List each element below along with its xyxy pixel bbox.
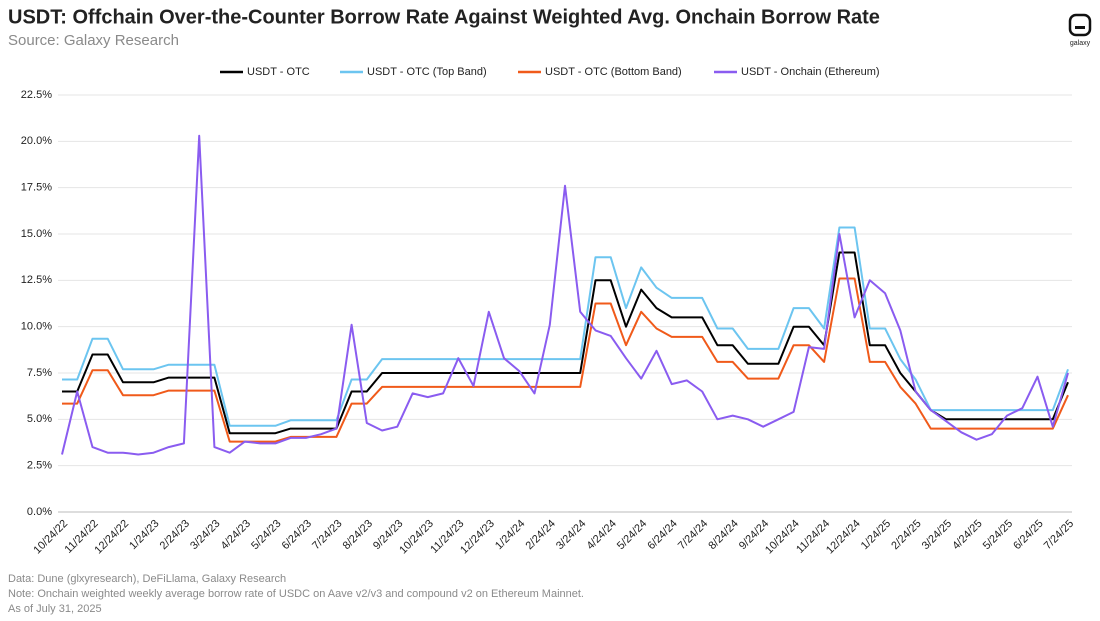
- x-tick-label: 4/24/24: [584, 518, 618, 552]
- x-tick-label: 1/24/23: [127, 518, 161, 552]
- chart-title: USDT: Offchain Over-the-Counter Borrow R…: [8, 6, 880, 28]
- x-tick-label: 7/24/23: [310, 518, 344, 552]
- x-tick-label: 5/24/24: [615, 518, 649, 552]
- x-tick-label: 12/24/24: [824, 518, 863, 557]
- x-tick-label: 7/24/25: [1042, 518, 1076, 552]
- x-tick-label: 5/24/25: [981, 518, 1015, 552]
- note: As of July 31, 2025: [8, 603, 102, 615]
- legend-label: USDT - Onchain (Ethereum): [741, 66, 880, 78]
- series-line: [61, 134, 1069, 456]
- x-tick-label: 2/24/25: [889, 518, 923, 552]
- series-line: [62, 277, 1069, 443]
- legend-label: USDT - OTC (Top Band): [367, 66, 487, 78]
- logo-icon: [1068, 13, 1092, 37]
- x-tick-label: 5/24/23: [249, 518, 283, 552]
- x-tick-label: 8/24/23: [341, 518, 375, 552]
- x-tick-label: 6/24/25: [1011, 518, 1045, 552]
- y-tick-label: 10.0%: [21, 321, 52, 333]
- chart-subtitle: Source: Galaxy Research: [8, 32, 179, 49]
- x-tick-label: 6/24/24: [645, 518, 679, 552]
- y-tick-label: 0.0%: [27, 506, 52, 518]
- x-tick-label: 12/24/23: [458, 518, 497, 557]
- x-tick-label: 2/24/24: [523, 518, 557, 552]
- series-line: [62, 226, 1069, 427]
- x-tick-label: 12/24/22: [92, 518, 131, 557]
- y-tick-label: 15.0%: [21, 228, 52, 240]
- y-tick-label: 17.5%: [21, 182, 52, 194]
- x-tick-label: 3/24/25: [920, 518, 954, 552]
- note: Note: Onchain weighted weekly average bo…: [8, 588, 584, 600]
- y-tick-label: 22.5%: [21, 89, 52, 101]
- logo-text: galaxy: [1070, 40, 1091, 47]
- x-tick-label: 3/24/23: [188, 518, 222, 552]
- y-tick-label: 20.0%: [21, 135, 52, 147]
- x-tick-label: 4/24/23: [219, 518, 253, 552]
- legend-label: USDT - OTC (Bottom Band): [545, 66, 682, 78]
- x-tick-label: 1/24/25: [859, 518, 893, 552]
- x-tick-label: 3/24/24: [554, 518, 588, 552]
- x-tick-label: 4/24/25: [950, 518, 984, 552]
- x-tick-label: 2/24/23: [158, 518, 192, 552]
- note: Data: Dune (glxyresearch), DeFiLlama, Ga…: [8, 573, 286, 585]
- series-line: [62, 251, 1069, 435]
- y-tick-label: 12.5%: [21, 274, 52, 286]
- legend-label: USDT - OTC: [247, 66, 310, 78]
- y-tick-label: 5.0%: [27, 413, 52, 425]
- logo-bar: [1075, 26, 1085, 29]
- logo: galaxy: [1068, 13, 1092, 47]
- y-tick-label: 2.5%: [27, 460, 52, 472]
- x-tick-label: 6/24/23: [280, 518, 314, 552]
- y-tick-label: 7.5%: [27, 367, 52, 379]
- x-tick-label: 8/24/24: [706, 518, 740, 552]
- x-tick-label: 7/24/24: [676, 518, 710, 552]
- x-tick-label: 1/24/24: [493, 518, 527, 552]
